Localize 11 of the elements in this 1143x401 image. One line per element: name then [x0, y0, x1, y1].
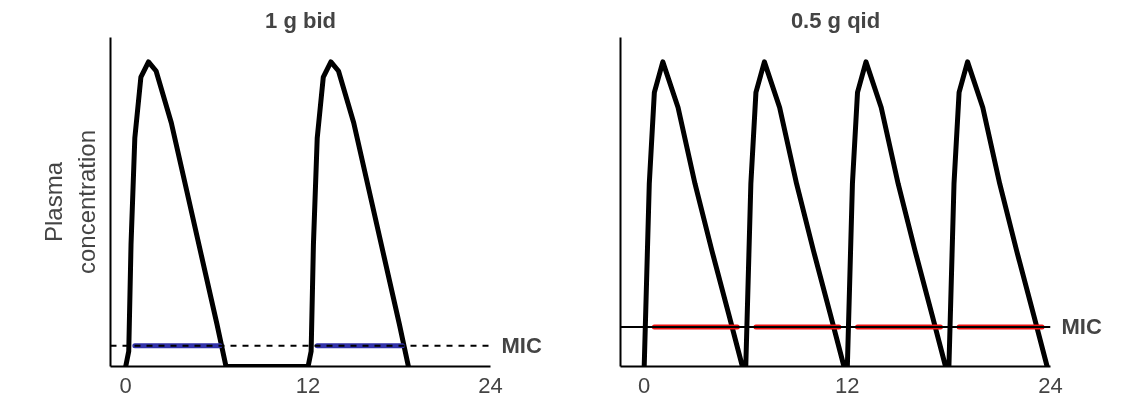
x-tick-label: 0 [638, 372, 651, 398]
x-tick-label: 24 [1038, 372, 1063, 398]
y-axis-title: Plasma concentration [40, 129, 100, 275]
ref-line-label: MIC [501, 333, 542, 359]
x-tick-label: 12 [295, 372, 321, 398]
x-tick-label: 24 [478, 372, 503, 398]
x-tick-label: 12 [835, 372, 860, 398]
chart-title: 0.5 g qid [790, 7, 881, 33]
chart-title: 1 g bid [265, 7, 336, 33]
x-tick-label: 0 [119, 372, 132, 398]
ref-line-label: MIC [1061, 314, 1102, 340]
